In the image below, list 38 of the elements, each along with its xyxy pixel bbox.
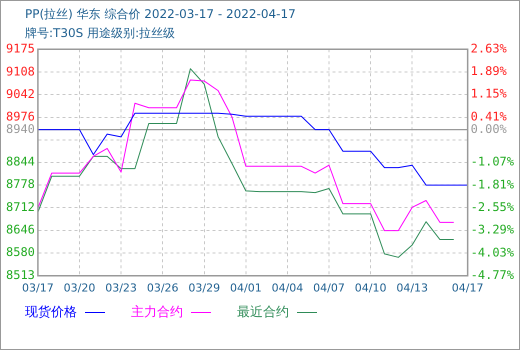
x-tick-label: 03/17 (22, 281, 54, 294)
x-tick-label: 04/01 (230, 281, 262, 294)
y-tick-label: 8940 (6, 122, 35, 136)
y-tick-label: 9108 (6, 64, 35, 78)
legend-label: 现货价格 (25, 305, 77, 320)
x-tick-label: 04/07 (313, 281, 345, 294)
x-tick-label: 03/23 (105, 281, 137, 294)
y-tick-label: 8513 (6, 268, 35, 282)
y2-tick-label: 1.89% (470, 64, 508, 78)
y-tick-label: 8580 (6, 244, 35, 259)
y2-tick-label: 0.41% (470, 109, 508, 124)
y-tick-label: 8778 (6, 177, 35, 192)
x-tick-label: 04/10 (354, 281, 386, 294)
y2-tick-label: -2.55% (470, 200, 515, 214)
y2-tick-label: -1.07% (470, 154, 515, 169)
y-tick-label: 9042 (6, 86, 35, 101)
y2-tick-label: -4.03% (470, 245, 515, 260)
y2-tick-label: 2.63% (470, 41, 508, 56)
legend-label: 主力合约 (131, 305, 183, 320)
y-tick-label: 8646 (6, 222, 35, 236)
x-tick-label: 03/20 (64, 281, 96, 294)
y-tick-label: 8844 (6, 154, 35, 169)
x-tick-label: 04/13 (396, 281, 428, 294)
chart-title: PP(拉丝) 华东 综合价 2022-03-17 - 2022-04-17 (25, 6, 296, 23)
y-tick-label: 8976 (6, 109, 35, 124)
y2-tick-label: -3.29% (470, 222, 515, 237)
y2-tick-label: -4.77% (470, 268, 515, 282)
y2-tick-label: -1.81% (470, 177, 515, 192)
legend-label: 最近合约 (237, 305, 289, 320)
y-tick-label: 9175 (6, 41, 35, 56)
y2-tick-label: 0.00% (470, 122, 508, 136)
x-tick-label: 04/17 (452, 281, 484, 294)
x-tick-label: 03/26 (146, 281, 179, 294)
y-tick-label: 8712 (6, 200, 35, 214)
x-tick-label: 03/29 (188, 281, 220, 294)
chart-subtitle: 牌号:T30S 用途级别:拉丝级 (25, 25, 176, 42)
x-tick-label: 04/04 (272, 281, 304, 294)
y2-tick-label: 1.15% (470, 86, 508, 101)
